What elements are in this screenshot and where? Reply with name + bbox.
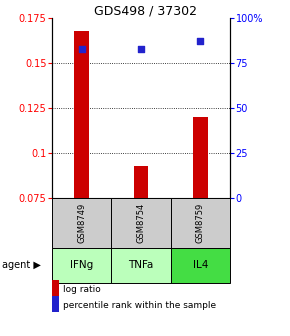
Text: TNFa: TNFa (128, 260, 154, 270)
Text: GSM8749: GSM8749 (77, 203, 86, 243)
Text: log ratio: log ratio (63, 286, 101, 294)
Text: IFNg: IFNg (70, 260, 93, 270)
Text: GSM8759: GSM8759 (196, 203, 205, 243)
Bar (134, 166, 148, 198)
Point (79, 46, 84, 51)
Text: GDS498 / 37302: GDS498 / 37302 (93, 5, 197, 18)
Bar (193, 117, 208, 198)
Text: agent ▶: agent ▶ (2, 260, 41, 270)
Point (198, 39, 203, 44)
Text: IL4: IL4 (193, 260, 208, 270)
Text: GSM8754: GSM8754 (137, 203, 146, 243)
Point (139, 46, 143, 51)
Text: percentile rank within the sample: percentile rank within the sample (63, 301, 216, 310)
Bar (74, 31, 89, 198)
